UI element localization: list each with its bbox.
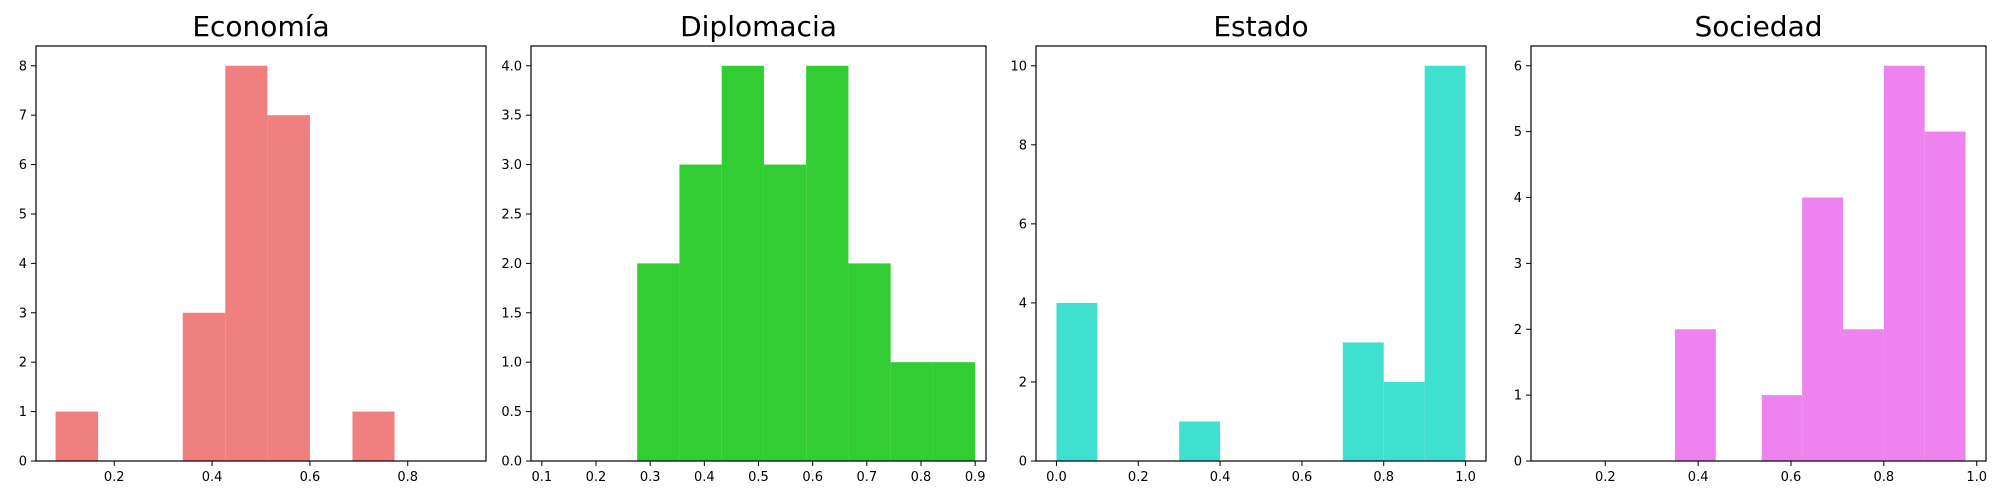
histogram-bar bbox=[1056, 302, 1098, 461]
y-tick-label: 0 bbox=[19, 455, 27, 470]
x-tick-label: 0.6 bbox=[300, 470, 321, 485]
x-tick-label: 0.7 bbox=[856, 470, 877, 485]
y-tick-label: 0 bbox=[1019, 455, 1027, 470]
histogram-bar bbox=[890, 362, 933, 461]
y-tick-label: 5 bbox=[1514, 125, 1522, 140]
x-tick-label: 0.3 bbox=[640, 470, 661, 485]
y-tick-label: 4 bbox=[1019, 296, 1027, 311]
histogram-bar bbox=[1883, 65, 1925, 461]
x-tick-label: 0.8 bbox=[397, 470, 418, 485]
x-tick-label: 0.5 bbox=[748, 470, 769, 485]
x-tick-label: 0.2 bbox=[1128, 470, 1149, 485]
chart-title: Sociedad bbox=[1694, 10, 1822, 43]
x-tick-label: 0.4 bbox=[1688, 470, 1709, 485]
histogram-panel-4: Sociedad 0.2 0.4 0.6 0.8 1.0 0 1 2 3 4 5 6 bbox=[1514, 10, 1987, 485]
x-tick-label: 0.0 bbox=[1046, 470, 1067, 485]
chart-title: Estado bbox=[1213, 10, 1308, 43]
y-tick-label: 2 bbox=[1514, 323, 1522, 338]
x-tick-label: 0.6 bbox=[802, 470, 823, 485]
y-tick-label: 1.5 bbox=[501, 306, 522, 321]
x-tick-label: 1.0 bbox=[1966, 470, 1987, 485]
y-tick-label: 1.0 bbox=[501, 356, 522, 371]
histogram-bar bbox=[1674, 329, 1716, 461]
x-tick-label: 0.9 bbox=[965, 470, 986, 485]
y-tick-label: 0 bbox=[1514, 455, 1522, 470]
y-tick-label: 3.0 bbox=[501, 158, 522, 173]
histogram-bar bbox=[1924, 131, 1966, 461]
histogram-bar bbox=[1342, 342, 1384, 461]
histogram-bar bbox=[806, 65, 849, 461]
y-tick-label: 4 bbox=[1514, 191, 1522, 206]
histogram-bar bbox=[1843, 329, 1884, 461]
histogram-panel-3: Estado 0.0 0.2 0.4 0.6 0.8 1.0 0 2 4 6 8 10 bbox=[1010, 10, 1487, 485]
histogram-bar bbox=[763, 164, 807, 462]
histogram-bar bbox=[1383, 381, 1425, 461]
histogram-bar bbox=[637, 263, 680, 461]
x-tick-label: 1.0 bbox=[1455, 470, 1476, 485]
y-tick-label: 2 bbox=[19, 356, 27, 371]
histogram-bar bbox=[848, 263, 891, 461]
x-tick-label: 0.8 bbox=[1373, 470, 1394, 485]
x-tick-label: 0.4 bbox=[1210, 470, 1231, 485]
histogram-bar bbox=[932, 362, 976, 461]
x-tick-label: 0.6 bbox=[1292, 470, 1313, 485]
x-tick-label: 0.2 bbox=[586, 470, 607, 485]
x-tick-label: 0.4 bbox=[202, 470, 223, 485]
x-tick-label: 0.1 bbox=[531, 470, 552, 485]
histogram-bar bbox=[679, 164, 722, 462]
y-tick-label: 1 bbox=[19, 405, 27, 420]
x-tick-label: 0.6 bbox=[1781, 470, 1802, 485]
y-tick-label: 2.5 bbox=[501, 207, 522, 222]
y-tick-label: 4.0 bbox=[501, 59, 522, 74]
y-tick-label: 2.0 bbox=[501, 257, 522, 272]
y-tick-label: 0.5 bbox=[501, 405, 522, 420]
y-tick-label: 3 bbox=[1514, 257, 1522, 272]
y-tick-label: 4 bbox=[19, 257, 27, 272]
y-tick-label: 8 bbox=[19, 59, 27, 74]
histogram-bar bbox=[721, 65, 764, 461]
axes-frame bbox=[1035, 45, 1487, 462]
y-tick-label: 5 bbox=[19, 207, 27, 222]
y-tick-label: 2 bbox=[1019, 375, 1027, 390]
histogram-bar bbox=[352, 411, 395, 461]
histogram-bar bbox=[55, 411, 99, 461]
histogram-bar bbox=[182, 312, 226, 461]
histogram-bar bbox=[1761, 395, 1803, 461]
histogram-bar bbox=[1424, 65, 1466, 461]
chart-title: Economía bbox=[192, 10, 329, 43]
histogram-panel-2: Diplomacia 0.1 0.2 0.3 0.4 0.5 0.6 0.7 0.8 0.9 0.0… bbox=[501, 10, 987, 485]
y-tick-label: 7 bbox=[19, 109, 27, 124]
chart-title: Diplomacia bbox=[680, 10, 837, 43]
y-tick-label: 3.5 bbox=[501, 109, 522, 124]
x-tick-label: 0.4 bbox=[694, 470, 715, 485]
x-tick-label: 0.8 bbox=[911, 470, 932, 485]
y-tick-label: 8 bbox=[1019, 138, 1027, 153]
y-tick-label: 6 bbox=[1514, 59, 1522, 74]
y-tick-label: 10 bbox=[1010, 59, 1027, 74]
histogram-bar bbox=[1179, 421, 1221, 461]
histogram-bar bbox=[1802, 197, 1843, 461]
y-tick-label: 1 bbox=[1514, 389, 1522, 404]
histogram-bar bbox=[267, 115, 310, 462]
histogram-bar bbox=[225, 65, 268, 461]
y-tick-label: 0.0 bbox=[501, 455, 522, 470]
axes-frame bbox=[1530, 45, 1987, 462]
histogram-panel-1: Economía 0.2 0.4 0.6 0.8 0 1 2 3 4 5 6 7 8 bbox=[19, 10, 487, 485]
axes-frame bbox=[35, 45, 487, 462]
x-tick-label: 0.2 bbox=[1595, 470, 1616, 485]
x-tick-label: 0.8 bbox=[1874, 470, 1895, 485]
y-tick-label: 6 bbox=[1019, 217, 1027, 232]
y-tick-label: 3 bbox=[19, 306, 27, 321]
y-tick-label: 6 bbox=[19, 158, 27, 173]
x-tick-label: 0.2 bbox=[104, 470, 125, 485]
